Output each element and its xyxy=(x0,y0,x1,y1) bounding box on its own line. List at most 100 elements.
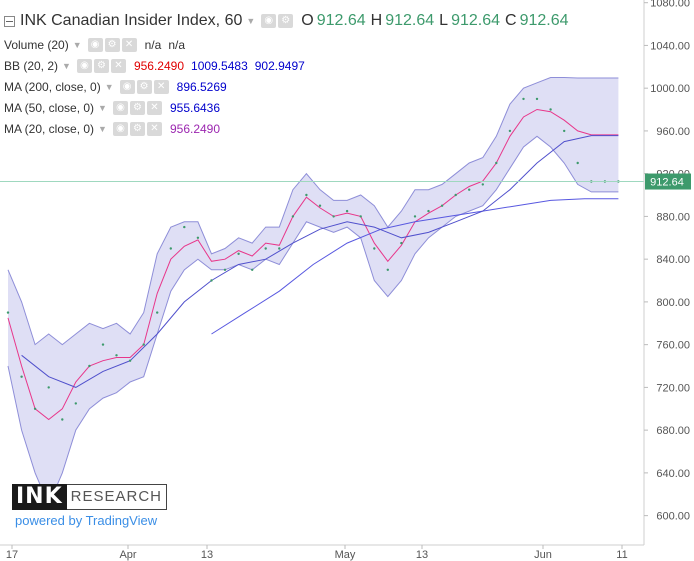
eye-icon[interactable]: ◉ xyxy=(112,121,128,136)
price-point xyxy=(223,268,227,271)
price-point xyxy=(210,279,213,282)
logo-ink-text: INK xyxy=(12,484,67,510)
price-point xyxy=(386,268,389,271)
gear-icon[interactable]: ⚙ xyxy=(129,121,145,136)
price-point xyxy=(332,215,335,218)
x-tick-label: 13 xyxy=(201,549,213,561)
price-point xyxy=(495,161,498,165)
bb-basis-line xyxy=(7,108,619,421)
close-icon[interactable]: ✕ xyxy=(146,121,162,136)
price-point xyxy=(549,108,552,111)
x-tick-label: 11 xyxy=(616,549,627,561)
price-point xyxy=(400,241,403,245)
ink-research-logo: INK RESEARCH xyxy=(12,484,168,510)
x-tick-label: Apr xyxy=(119,549,136,561)
gear-icon[interactable]: ⚙ xyxy=(93,58,109,73)
bb-lower-value: 902.9497 xyxy=(254,58,305,73)
logo-research-text: RESEARCH xyxy=(66,484,168,510)
price-point xyxy=(373,247,376,250)
price-point xyxy=(468,188,471,191)
title-row: INK Canadian Insider Index, 60 ▼ ◉ ⚙ O 9… xyxy=(4,8,574,34)
bb-basis-value: 956.2490 xyxy=(133,58,185,73)
chart-title: INK Canadian Insider Index, 60 xyxy=(20,12,243,29)
price-point xyxy=(345,209,349,213)
price-point xyxy=(20,375,23,378)
close-icon[interactable]: ✕ xyxy=(110,58,126,73)
eye-icon[interactable]: ◉ xyxy=(119,79,135,94)
bb-row[interactable]: BB (20, 2) ▼ ◉ ⚙ ✕ 956.2490 1009.5483 90… xyxy=(4,55,574,76)
eye-icon[interactable]: ◉ xyxy=(87,37,103,52)
price-point xyxy=(142,343,145,346)
y-tick-label: 1080.00 xyxy=(650,0,690,10)
x-tick-label: Jun xyxy=(534,549,552,561)
chevron-down-icon[interactable]: ▼ xyxy=(246,16,256,26)
price-point xyxy=(115,354,118,357)
powered-by-link[interactable]: powered by TradingView xyxy=(15,513,158,528)
chevron-down-icon[interactable]: ▼ xyxy=(72,39,82,50)
price-point xyxy=(128,359,132,362)
price-point xyxy=(359,215,362,218)
price-point xyxy=(6,311,10,314)
price-point xyxy=(74,402,78,405)
close-icon[interactable]: ✕ xyxy=(146,100,162,115)
ma20-value: 956.2490 xyxy=(169,121,221,136)
ma200-value: 896.5269 xyxy=(176,79,227,94)
time-axis: 17 Apr 13 May 13 Jun 11 xyxy=(6,545,628,561)
high-value: 912.64 xyxy=(385,12,435,29)
price-point xyxy=(481,183,484,186)
close-value: 912.64 xyxy=(519,12,569,29)
open-value: 912.64 xyxy=(316,12,366,29)
eye-icon[interactable]: ◉ xyxy=(261,14,277,28)
ma20-row[interactable]: MA (20, close, 0) ▼ ◉ ⚙ ✕ 956.2490 xyxy=(4,118,574,139)
price-point xyxy=(305,193,308,197)
open-key: O xyxy=(301,12,314,29)
price-point xyxy=(563,129,566,133)
y-tick-label: 840.00 xyxy=(656,254,690,266)
gear-icon[interactable]: ⚙ xyxy=(129,100,145,115)
bb-lower-line xyxy=(7,135,619,507)
chevron-down-icon[interactable]: ▼ xyxy=(62,60,71,71)
close-key: C xyxy=(505,12,517,29)
eye-icon[interactable]: ◉ xyxy=(76,58,92,73)
price-point xyxy=(88,364,91,368)
ma50-label: MA (50, close, 0) xyxy=(4,100,95,115)
low-key: L xyxy=(439,12,449,29)
close-icon[interactable]: ✕ xyxy=(153,79,169,94)
price-point xyxy=(61,418,64,421)
bollinger-bands xyxy=(7,77,619,507)
price-point xyxy=(454,193,457,197)
volume-label: Volume (20) xyxy=(4,37,69,52)
ma200-row[interactable]: MA (200, close, 0) ▼ ◉ ⚙ ✕ 896.5269 xyxy=(4,76,574,97)
price-point xyxy=(47,386,50,389)
chevron-down-icon[interactable]: ▼ xyxy=(98,123,107,134)
eye-icon[interactable]: ◉ xyxy=(112,100,128,115)
bb-upper-value: 1009.5483 xyxy=(191,58,248,73)
price-series xyxy=(6,97,620,421)
price-point xyxy=(33,407,37,410)
x-tick-label: May xyxy=(335,549,356,561)
volume-row[interactable]: Volume (20) ▼ ◉ ⚙ ✕ n/a n/a xyxy=(4,34,574,55)
gear-icon[interactable]: ⚙ xyxy=(278,14,294,28)
collapse-icon[interactable] xyxy=(4,15,15,27)
chevron-down-icon[interactable]: ▼ xyxy=(98,102,107,113)
price-point xyxy=(251,268,254,271)
close-icon[interactable]: ✕ xyxy=(121,37,137,52)
gear-icon[interactable]: ⚙ xyxy=(136,79,152,94)
low-value: 912.64 xyxy=(451,12,501,29)
price-point xyxy=(413,215,417,218)
price-point xyxy=(237,252,240,255)
price-point xyxy=(169,247,172,250)
y-tick-label: 720.00 xyxy=(656,382,690,394)
gear-icon[interactable]: ⚙ xyxy=(104,37,120,52)
legend: INK Canadian Insider Index, 60 ▼ ◉ ⚙ O 9… xyxy=(4,8,574,139)
price-point xyxy=(291,215,295,218)
y-tick-label: 680.00 xyxy=(656,425,690,437)
y-tick-label: 640.00 xyxy=(656,468,690,480)
high-key: H xyxy=(370,12,383,29)
ma200-line xyxy=(211,198,619,335)
x-tick-label: 17 xyxy=(6,549,18,561)
ma50-row[interactable]: MA (50, close, 0) ▼ ◉ ⚙ ✕ 955.6436 xyxy=(4,97,574,118)
price-point xyxy=(535,97,539,101)
chevron-down-icon[interactable]: ▼ xyxy=(104,81,114,92)
